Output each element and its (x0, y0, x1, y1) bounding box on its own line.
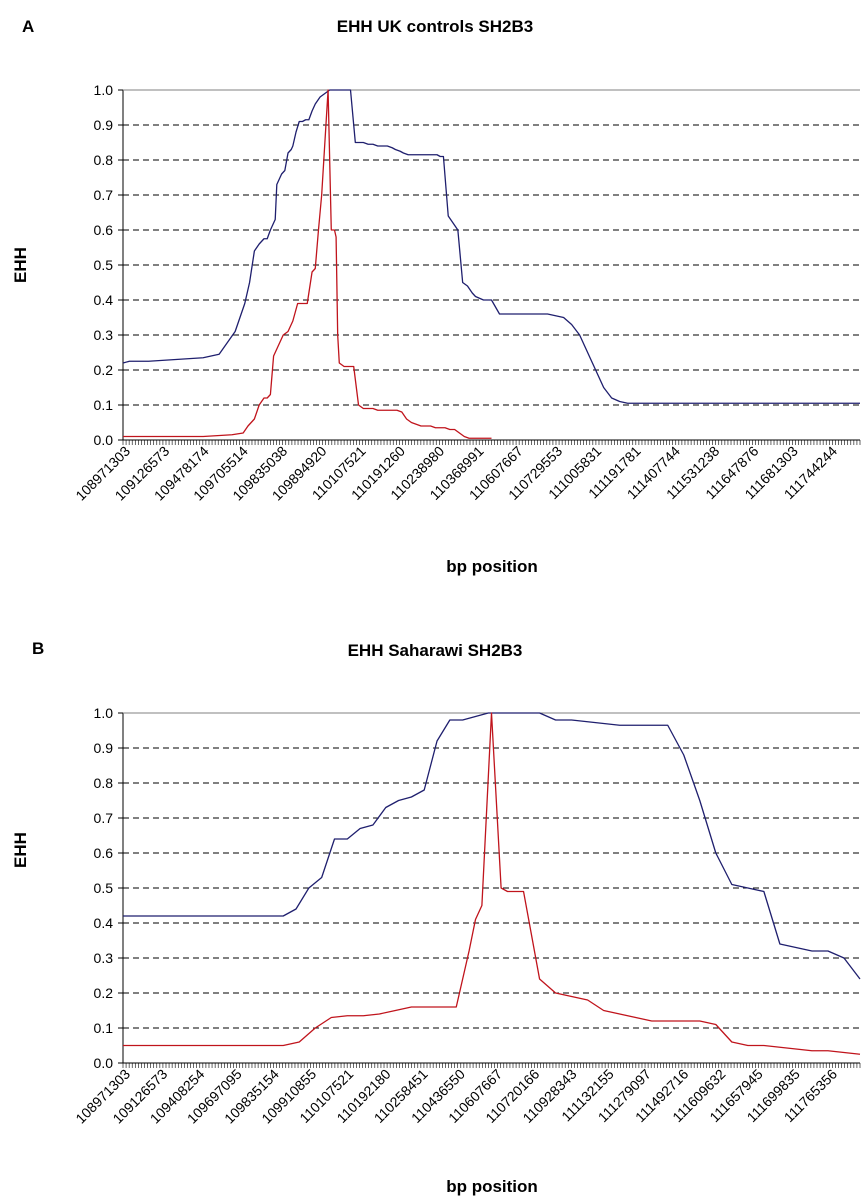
y-tick-label-b-4: 0.4 (94, 915, 114, 931)
y-tick-label-b-3: 0.3 (94, 950, 114, 966)
y-tick-label-a-6: 0.6 (94, 222, 114, 238)
y-tick-label-a-3: 0.3 (94, 327, 114, 343)
y-tick-label-a-5: 0.5 (94, 257, 114, 273)
y-tick-label-b-10: 1.0 (94, 705, 114, 721)
y-tick-label-a-0: 0.0 (94, 432, 114, 448)
y-tick-label-b-8: 0.8 (94, 775, 114, 791)
chart-title-a: EHH UK controls SH2B3 (337, 17, 533, 36)
y-tick-label-a-10: 1.0 (94, 82, 114, 98)
x-minor-ticks-b (122, 1063, 861, 1068)
y-tick-label-b-0: 0.0 (94, 1055, 114, 1071)
panel-letter-a: A (22, 17, 34, 36)
chart-title-b: EHH Saharawi SH2B3 (348, 641, 523, 660)
y-tick-label-a-9: 0.9 (94, 117, 114, 133)
y-tick-label-b-9: 0.9 (94, 740, 114, 756)
y-axis-title-b: EHH (11, 832, 30, 868)
y-tick-label-b-7: 0.7 (94, 810, 114, 826)
y-tick-label-b-5: 0.5 (94, 880, 114, 896)
x-axis-title-b: bp position (446, 1177, 538, 1196)
series-line-a-red (123, 89, 492, 439)
y-tick-label-a-1: 0.1 (94, 397, 114, 413)
y-tick-label-b-2: 0.2 (94, 985, 114, 1001)
series-line-b-blue (123, 712, 861, 980)
y-tick-label-a-8: 0.8 (94, 152, 114, 168)
y-tick-label-b-6: 0.6 (94, 845, 114, 861)
series-line-a-blue (122, 89, 860, 404)
chart-panel-b: B EHH Saharawi SH2B3 EHH bp position 0.0… (11, 639, 861, 1196)
y-tick-label-a-2: 0.2 (94, 362, 114, 378)
series-line-b-red (123, 712, 861, 1055)
chart-panel-a: A EHH UK controls SH2B3 EHH bp position … (11, 17, 861, 576)
x-axis-title-a: bp position (446, 557, 538, 576)
y-tick-label-b-1: 0.1 (94, 1020, 114, 1036)
x-minor-ticks-a (122, 440, 861, 445)
y-axis-title-a: EHH (11, 247, 30, 283)
y-tick-label-a-7: 0.7 (94, 187, 114, 203)
panel-letter-b: B (32, 639, 44, 658)
y-tick-label-a-4: 0.4 (94, 292, 114, 308)
